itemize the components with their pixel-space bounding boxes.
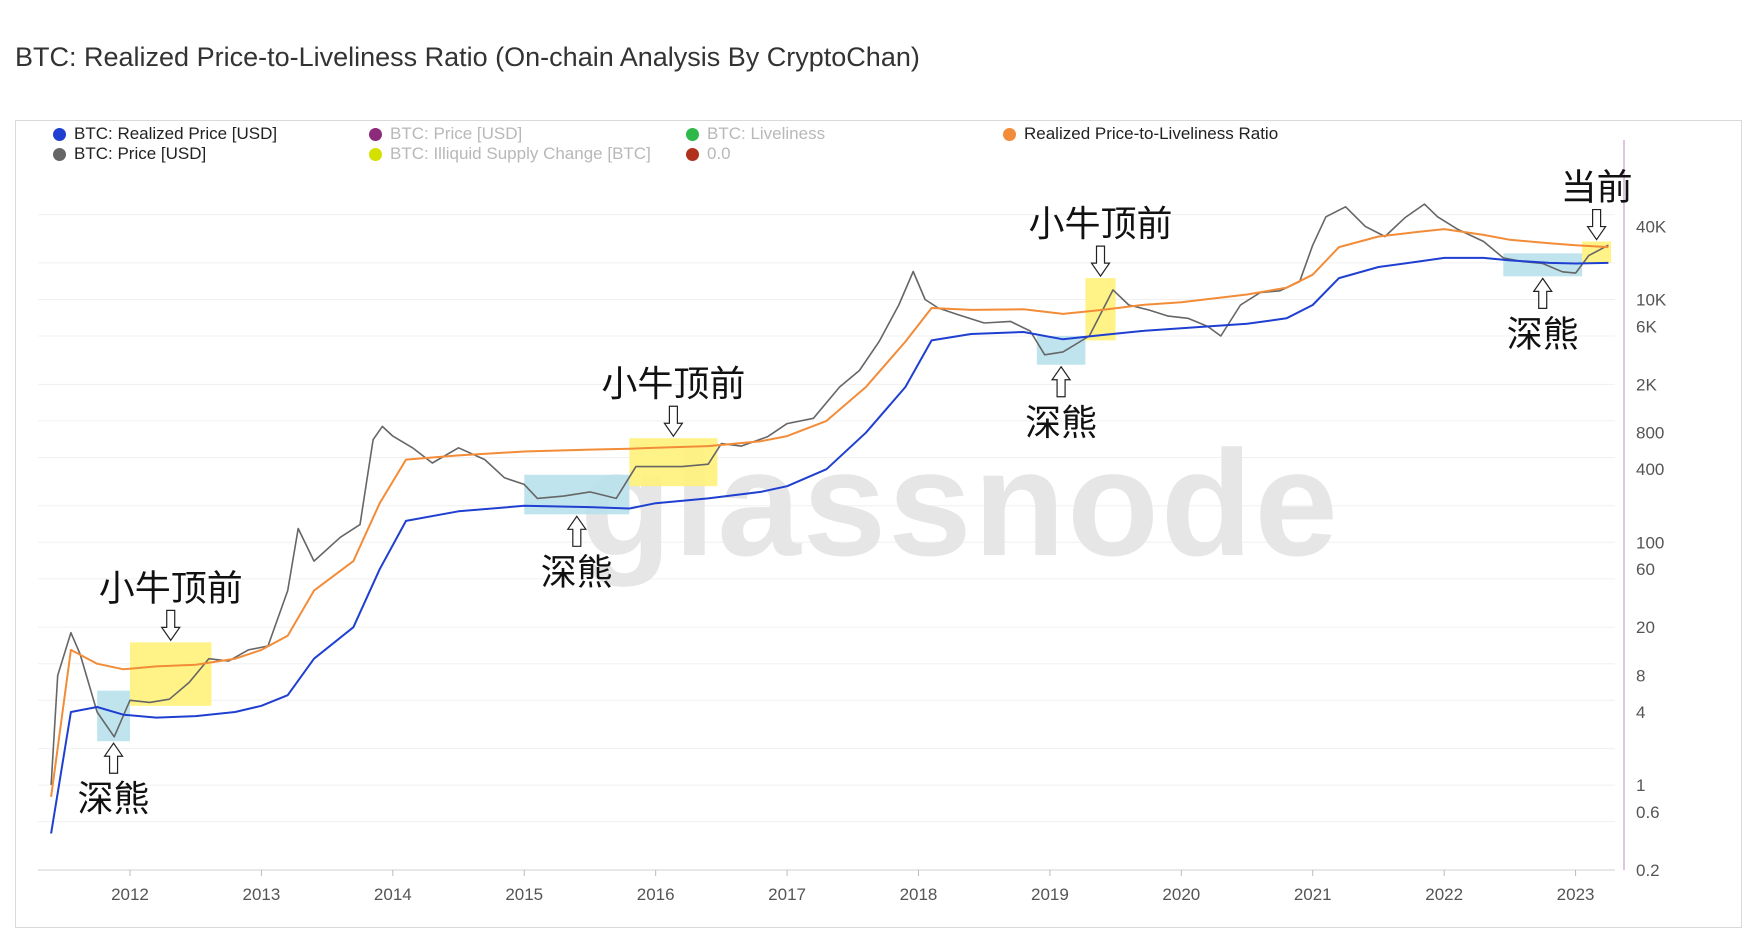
legend-item-ratio[interactable]: Realized Price-to-Liveliness Ratio bbox=[1003, 124, 1278, 144]
x-tick-label: 2018 bbox=[900, 885, 938, 904]
x-tick-label: 2020 bbox=[1162, 885, 1200, 904]
ratio-line bbox=[50, 228, 1609, 798]
legend-dot bbox=[686, 127, 699, 141]
chart-frame: BTC: Realized Price [USD] BTC: Price [US… bbox=[15, 120, 1742, 928]
y-tick-label: 0.6 bbox=[1636, 803, 1660, 822]
legend-label: 0.0 bbox=[707, 144, 731, 163]
y-tick-label: 10K bbox=[1636, 290, 1667, 309]
x-tick-label: 2021 bbox=[1294, 885, 1332, 904]
legend-label: BTC: Liveliness bbox=[707, 124, 826, 143]
series-lines bbox=[50, 203, 1609, 834]
deep-bear-highlight bbox=[1036, 336, 1086, 365]
down-arrow-icon bbox=[663, 405, 684, 438]
annotation-label: 小牛顶前 bbox=[99, 568, 243, 609]
annotation-label: 当前 bbox=[1561, 168, 1633, 209]
legend-dot bbox=[369, 127, 382, 141]
y-tick-label: 20 bbox=[1636, 618, 1655, 637]
legend-dot bbox=[369, 147, 382, 161]
legend-item-liveliness[interactable]: BTC: Liveliness bbox=[686, 124, 825, 144]
y-tick-label: 400 bbox=[1636, 460, 1664, 479]
down-arrow-icon bbox=[160, 609, 181, 642]
legend-item-zero[interactable]: 0.0 bbox=[686, 144, 731, 164]
up-arrow-icon bbox=[1050, 365, 1072, 398]
legend-label: BTC: Realized Price [USD] bbox=[74, 124, 278, 143]
legend-label: BTC: Illiquid Supply Change [BTC] bbox=[390, 144, 651, 163]
y-axis-ticks: 40K 10K 6K 2K 800 400 100 60 20 8 4 1 0.6 0.2 bbox=[1636, 217, 1667, 880]
y-tick-label: 0.2 bbox=[1636, 861, 1660, 880]
x-tick-label: 2022 bbox=[1425, 885, 1463, 904]
down-arrow-icon bbox=[1586, 208, 1607, 241]
y-tick-label: 1 bbox=[1636, 776, 1645, 795]
y-tick-label: 40K bbox=[1636, 217, 1667, 236]
legend-dot bbox=[53, 147, 66, 161]
x-tick-label: 2012 bbox=[111, 885, 149, 904]
annotation-label: 深熊 bbox=[78, 779, 150, 820]
legend-dot bbox=[686, 147, 699, 161]
chart-title: BTC: Realized Price-to-Liveliness Ratio … bbox=[15, 42, 920, 72]
x-tick-label: 2017 bbox=[768, 885, 806, 904]
y-tick-label: 100 bbox=[1636, 533, 1664, 552]
grid-lines bbox=[38, 214, 1615, 871]
x-tick-label: 2014 bbox=[374, 885, 412, 904]
annotation-label: 小牛顶前 bbox=[601, 364, 745, 405]
annotation-label: 深熊 bbox=[1025, 403, 1097, 444]
x-axis-ticks: 2012 2013 2014 2015 2016 2017 2018 2019 2020 2021… bbox=[111, 870, 1594, 904]
deep-bear-highlight bbox=[97, 690, 130, 742]
pre-bull-top-highlight bbox=[129, 642, 212, 706]
legend-label: BTC: Price [USD] bbox=[390, 124, 523, 143]
y-tick-label: 6K bbox=[1636, 317, 1657, 336]
legend-label: BTC: Price [USD] bbox=[74, 144, 207, 163]
legend-label: Realized Price-to-Liveliness Ratio bbox=[1024, 124, 1279, 143]
y-tick-label: 4 bbox=[1636, 703, 1645, 722]
y-tick-label: 60 bbox=[1636, 560, 1655, 579]
price-line bbox=[50, 203, 1609, 786]
realized-price-line bbox=[50, 256, 1609, 834]
x-tick-label: 2023 bbox=[1557, 885, 1595, 904]
x-tick-label: 2013 bbox=[242, 885, 280, 904]
legend-item-price-purple[interactable]: BTC: Price [USD] bbox=[369, 124, 522, 144]
legend-dot bbox=[53, 127, 66, 141]
y-tick-label: 800 bbox=[1636, 424, 1664, 443]
legend-item-illiquid-supply[interactable]: BTC: Illiquid Supply Change [BTC] bbox=[369, 144, 651, 164]
up-arrow-icon bbox=[1532, 277, 1553, 309]
x-tick-label: 2016 bbox=[637, 885, 675, 904]
annotation-label: 深熊 bbox=[541, 552, 613, 593]
deep-bear-highlight bbox=[1503, 253, 1583, 277]
legend-item-realized-price[interactable]: BTC: Realized Price [USD] bbox=[53, 124, 277, 144]
down-arrow-icon bbox=[1090, 245, 1111, 278]
y-tick-label: 2K bbox=[1636, 375, 1657, 394]
y-tick-label: 8 bbox=[1636, 666, 1645, 685]
legend-dot bbox=[1003, 127, 1016, 141]
annotation-label: 小牛顶前 bbox=[1028, 204, 1172, 245]
up-arrow-icon bbox=[103, 742, 124, 774]
annotation-label: 深熊 bbox=[1507, 314, 1579, 355]
legend-item-price[interactable]: BTC: Price [USD] bbox=[53, 144, 206, 164]
x-tick-label: 2015 bbox=[505, 885, 543, 904]
up-arrow-icon bbox=[566, 515, 587, 547]
x-tick-label: 2019 bbox=[1031, 885, 1069, 904]
